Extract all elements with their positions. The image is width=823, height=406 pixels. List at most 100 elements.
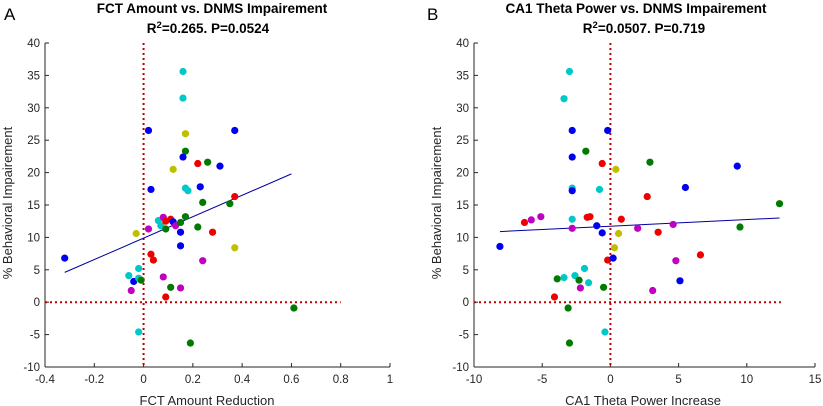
scatter-point-cyan [184,187,192,195]
scatter-point-blue [231,126,239,135]
x-tick-label: 5 [675,374,681,386]
y-tick-label: 35 [27,70,40,82]
scatter-point-olive [132,229,140,238]
y-tick-label: 15 [27,200,40,212]
scatter-point-olive [612,165,620,173]
panel-a: A FCT Amount vs. DNMS Impairement R2=0.2… [0,1,393,406]
scatter-point-red [643,192,651,201]
scatter-point-green [290,304,298,312]
scatter-point-cyan [560,95,568,103]
scatter-point-green [181,213,190,221]
y-tick-label: 35 [456,70,469,82]
x-tick-label: 15 [809,374,822,386]
y-tick-label: -10 [452,362,469,374]
scatter-point-blue [681,183,690,192]
stats-superscript-a: 2 [157,20,162,31]
stats-rest-a: =0.265. P=0.0524 [162,21,270,36]
chart-stats-a: R2=0.265. P=0.0524 [147,20,270,36]
x-tick-label: 0 [607,374,613,386]
panel-b: B CA1 Theta Power vs. DNMS Impairement R… [427,1,821,406]
y-tick-label: 5 [34,265,40,277]
scatter-point-blue [144,126,153,135]
scatter-point-green [564,304,572,312]
scatter-point-green [553,275,561,283]
scatter-point-green [186,339,194,347]
scatter-point-red [550,293,559,301]
scatter-point-magenta [527,216,535,224]
scatter-point-red [520,218,529,227]
stats-prefix-b: R [583,21,593,36]
scatter-point-red [598,159,606,168]
scatter-point-olive [169,165,177,173]
scatter-point-cyan [135,264,143,273]
scatter-point-green [194,223,202,231]
scatter-point-red [586,213,594,221]
x-tick-label: 10 [740,374,753,386]
scatter-point-red [617,215,625,223]
y-tick-label: 5 [463,265,469,277]
scatter-point-magenta [576,284,584,292]
scatter-point-red [194,159,202,168]
scatter-point-cyan [560,273,568,282]
scatter-point-green [181,147,190,155]
scatter-point-blue [568,153,576,161]
scatter-point-blue [496,242,504,251]
scatter-point-magenta [568,224,576,232]
panel-letter-b: B [427,5,438,24]
scatter-point-cyan [125,272,133,280]
scatter-point-blue [604,126,612,135]
scatter-point-cyan [565,67,574,76]
scatter-point-cyan [135,328,143,336]
scatter-point-blue [568,126,576,135]
scatter-point-blue [196,183,204,191]
scatter-point-green [137,276,145,284]
scatter-point-magenta [144,225,153,233]
y-tick-label: 30 [456,103,469,115]
chart-stats-b: R2=0.0507. P=0.719 [583,20,705,36]
y-tick-label: 10 [27,232,40,244]
scatter-point-green [736,223,744,231]
scatter-point-red [654,228,662,236]
scatter-point-red [231,192,239,201]
stats-rest-b: =0.0507. P=0.719 [598,21,705,36]
scatter-point-red [147,250,155,258]
scatter-point-magenta [649,286,657,295]
scatter-point-blue [147,185,155,194]
x-tick-label: -10 [466,374,483,386]
scatter-point-green [599,283,608,291]
y-tick-label: 25 [456,135,469,147]
scatter-point-green [646,158,654,166]
scatter-point-green [204,158,212,166]
scatter-point-magenta [159,273,167,281]
x-tick-label: 0.4 [234,374,251,386]
y-axis-label-b: % Behavioral Impairement [429,126,444,279]
scatter-point-green [565,339,574,347]
scatter-point-blue [568,187,576,195]
y-tick-label: 20 [27,168,40,180]
scatter-point-olive [231,244,239,252]
scatter-point-green [167,283,175,291]
scatter-point-olive [614,229,623,238]
x-tick-label: 1 [387,374,393,386]
y-tick-label: 40 [456,38,469,50]
stats-superscript-b: 2 [593,20,598,31]
y-tick-label: 40 [27,38,40,50]
scatter-point-blue [676,277,684,285]
x-axis-label-b: CA1 Theta Power Increase [565,393,721,406]
x-axis-label-a: FCT Amount Reduction [140,393,275,406]
y-tick-label: 0 [463,297,469,309]
y-axis-label-a: % Behavioral Impairement [0,126,15,279]
scatter-point-magenta [669,220,677,229]
panel-letter-a: A [4,5,16,24]
x-tick-label: -0.4 [35,374,55,386]
scatter-point-blue [598,229,606,237]
scatter-point-cyan [601,328,609,336]
scatter-point-cyan [584,279,593,287]
chart-title-a: FCT Amount vs. DNMS Impairement [97,1,328,16]
scatter-point-magenta [537,213,545,221]
scatter-point-magenta [127,286,135,295]
scatter-point-blue [216,162,224,170]
scatter-point-olive [610,244,619,252]
scatter-point-green [775,200,784,208]
